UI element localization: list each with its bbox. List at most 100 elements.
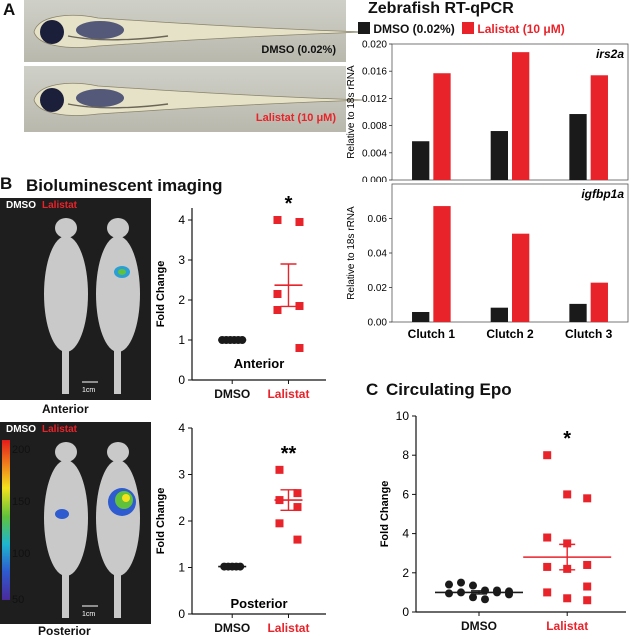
y-tick-label: 0.020: [362, 40, 387, 51]
bar-lalistat: [433, 206, 451, 322]
x-tick-label: Clutch 2: [486, 327, 534, 341]
data-point-lalistat: [293, 489, 302, 498]
data-point-lalistat: [543, 533, 552, 542]
y-axis-label: Fold Change: [155, 261, 167, 328]
bar-dmso: [490, 131, 508, 180]
data-point-lalistat: [293, 535, 302, 544]
scale-bar-label: 1cm: [82, 611, 95, 618]
colorbar-tick: 50: [12, 594, 25, 606]
data-point-dmso: [505, 590, 513, 599]
posterior-caption: Posterior: [38, 624, 91, 638]
bar-dmso: [412, 141, 430, 180]
y-tick-label: 3: [178, 468, 185, 482]
posterior-colorbar: [2, 440, 10, 600]
data-point-lalistat: [275, 465, 284, 474]
scale-bar-label: 1cm: [82, 387, 95, 394]
gene-label: igfbp1a: [581, 187, 624, 201]
y-tick-label: 6: [402, 487, 409, 501]
x-tick-label: Lalistat: [267, 621, 309, 635]
legend-label-dmso: DMSO (0.02%): [373, 22, 455, 36]
zebrafish-larva-icon: [33, 15, 365, 48]
x-tick-label: DMSO: [214, 387, 250, 401]
bar-lalistat: [512, 52, 530, 180]
x-tick-label: Lalistat: [267, 387, 309, 401]
y-tick-label: 0.06: [368, 214, 388, 225]
panel-a-letter: A: [3, 0, 16, 19]
bar-lalistat: [433, 73, 451, 180]
colorbar-tick: 100: [12, 548, 31, 560]
data-point-dmso: [469, 581, 477, 590]
zebrafish-chart-title: Zebrafish RT-qPCR: [368, 0, 514, 17]
fish-image-dmso: DMSO (0.02%): [24, 0, 365, 62]
posterior-header-lalistat: Lalistat: [42, 424, 78, 435]
panel-b-letter: B: [0, 174, 13, 193]
data-point-lalistat: [563, 490, 572, 499]
data-point-dmso: [445, 589, 453, 598]
bar-lalistat: [590, 75, 608, 180]
y-tick-label: 0: [178, 607, 185, 621]
y-tick-label: 2: [402, 566, 409, 580]
data-point-dmso: [445, 580, 453, 589]
y-tick-label: 4: [178, 421, 185, 435]
plot-annotation: Anterior: [234, 356, 285, 371]
panel-c-letter: C: [366, 380, 379, 399]
y-axis-label: Relative to 18s rRNA: [346, 65, 357, 159]
bar-lalistat: [512, 233, 530, 322]
gene-label: irs2a: [596, 47, 624, 61]
plot-frame: [391, 43, 629, 181]
x-tick-label: Clutch 3: [565, 327, 613, 341]
bar-dmso: [569, 303, 587, 322]
data-point-dmso: [457, 578, 465, 587]
legend-label-lalistat: Lalistat (10 μM): [477, 22, 565, 36]
y-tick-label: 1: [178, 333, 185, 347]
colorbar-tick: 150: [12, 496, 31, 508]
data-point-dmso: [493, 586, 501, 595]
irs2a-bar-chart: 0.000 0.004 0.008 0.012 0.016 0.020 irs2a Relat…: [346, 40, 629, 182]
data-point-lalistat: [295, 344, 304, 352]
x-tick-label: Lalistat: [546, 619, 588, 633]
zebrafish-legend: DMSO (0.02%) Lalistat (10 μM): [358, 22, 565, 36]
data-point-lalistat: [583, 494, 592, 503]
colorbar-tick: 200: [12, 444, 31, 456]
data-point-lalistat: [273, 306, 282, 314]
significance-marker: **: [281, 443, 297, 465]
posterior-header-dmso: DMSO: [6, 424, 36, 435]
posterior-mouse-image: DMSO Lalistat 1cm: [0, 422, 151, 624]
x-tick-label: DMSO: [461, 619, 497, 633]
y-tick-label: 0.008: [362, 121, 387, 132]
data-point-lalistat: [583, 582, 592, 591]
panel-c-title: Circulating Epo: [386, 380, 512, 399]
data-point-lalistat: [275, 519, 284, 528]
data-point-lalistat: [543, 451, 552, 460]
epo-scatter-plot: 0 2 4 6 8 10 DMSO Lalistat * Fold Change: [379, 409, 626, 633]
fish-lalistat-label: Lalistat (10 μM): [255, 112, 336, 124]
significance-marker: *: [563, 428, 571, 450]
data-point-lalistat: [543, 562, 552, 571]
y-tick-label: 3: [178, 253, 185, 267]
x-tick-label: DMSO: [214, 621, 250, 635]
data-point-dmso: [469, 593, 477, 602]
mice-silhouette-icon: 1cm: [44, 442, 140, 618]
data-point-lalistat: [563, 539, 572, 548]
y-tick-label: 1: [178, 561, 185, 575]
bar-dmso: [569, 114, 587, 180]
anterior-mouse-image: DMSO Lalistat 1cm: [0, 198, 151, 400]
data-point-lalistat: [543, 588, 552, 597]
anterior-header-lalistat: Lalistat: [42, 200, 78, 211]
fish-image-lalistat: Lalistat (10 μM): [24, 66, 365, 132]
bar-dmso: [490, 307, 508, 322]
y-tick-label: 0: [178, 373, 185, 387]
mice-silhouette-icon: 1cm: [44, 218, 140, 394]
panel-b-title: Bioluminescent imaging: [26, 176, 223, 195]
y-tick-label: 0.04: [368, 249, 388, 260]
y-tick-label: 0.016: [362, 67, 387, 78]
bar-lalistat: [590, 282, 608, 322]
y-axis-label: Relative to 18s rRNA: [346, 206, 357, 300]
plot-annotation: Posterior: [230, 596, 287, 611]
y-tick-label: 0.02: [368, 283, 388, 294]
y-tick-label: 10: [396, 409, 410, 423]
legend-swatch-lalistat: [462, 22, 475, 34]
anterior-caption: Anterior: [42, 402, 89, 416]
y-axis-label: Fold Change: [155, 488, 167, 555]
x-tick-label: Clutch 1: [408, 327, 456, 341]
